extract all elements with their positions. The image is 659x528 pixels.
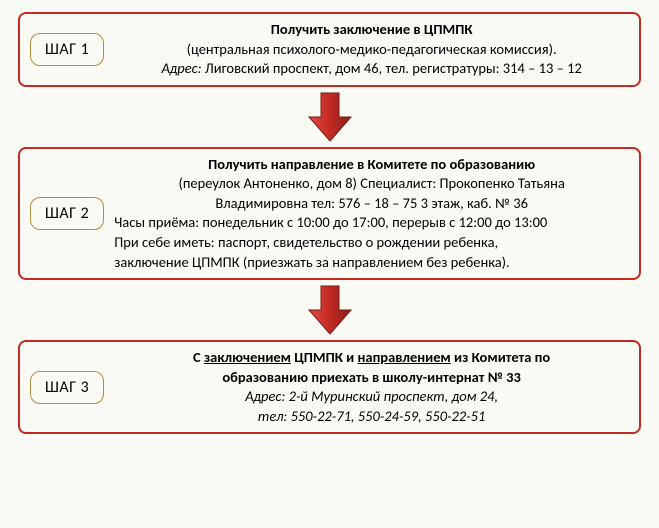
step-3-content: С заключением ЦПМПК и направлением из Ко…: [114, 348, 629, 426]
down-arrow-icon: [307, 284, 353, 336]
down-arrow-icon: [307, 91, 353, 143]
step-2-box: ШАГ 2 Получить направление в Комитете по…: [18, 147, 641, 280]
step-3-addr: Адрес: 2-й Муринский проспект, дом 24,: [114, 387, 629, 407]
step-2-line5: При себе иметь: паспорт, свидетельство о…: [114, 233, 629, 253]
step-2-content: Получить направление в Комитете по образ…: [114, 155, 629, 272]
arrow-2: [18, 284, 641, 336]
addr-label: Адрес:: [161, 59, 201, 77]
addr-text: 2-й Муринский проспект, дом 24,: [285, 387, 498, 405]
step-1-addr: Адрес: Лиговский проспект, дом 46, тел. …: [114, 59, 629, 79]
step-2-label: ШАГ 2: [30, 197, 104, 230]
step-1-box: ШАГ 1 Получить заключение в ЦПМПК (центр…: [18, 12, 641, 87]
step-1-content: Получить заключение в ЦПМПК (центральная…: [114, 20, 629, 79]
step-3-title: С заключением ЦПМПК и направлением из Ко…: [114, 348, 629, 368]
t3-u2: направлением: [358, 348, 451, 366]
addr-text: Лиговский проспект, дом 46, тел. регистр…: [202, 59, 582, 77]
step-2-line2: (переулок Антоненко, дом 8) Специалист: …: [114, 174, 629, 194]
step-3-label: ШАГ 3: [30, 371, 104, 404]
step-3-box: ШАГ 3 С заключением ЦПМПК и направлением…: [18, 340, 641, 434]
t3-mid1: ЦПМПК и: [291, 348, 358, 366]
t3-pre: С: [193, 348, 204, 366]
step-1-line2: (центральная психолого-медико-педагогиче…: [114, 40, 629, 60]
step-1-title: Получить заключение в ЦПМПК: [114, 20, 629, 40]
step-2-line3: Владимировна тел: 576 – 18 – 75 3 этаж, …: [114, 194, 629, 214]
step-1-label: ШАГ 1: [30, 33, 104, 66]
step-3-title-line2: образованию приехать в школу-интернат № …: [114, 368, 629, 388]
step-2-line6: заключение ЦПМПК (приезжать за направлен…: [114, 253, 629, 273]
arrow-1: [18, 91, 641, 143]
step-2-title: Получить направление в Комитете по образ…: [114, 155, 629, 175]
t3-mid2: из Комитета по: [451, 348, 550, 366]
step-2-line4: Часы приёма: понедельник с 10:00 до 17:0…: [114, 213, 629, 233]
t3-u1: заключением: [204, 348, 291, 366]
addr-label: Адрес:: [245, 387, 285, 405]
step-3-tel: тел: 550-22-71, 550-24-59, 550-22-51: [114, 407, 629, 427]
